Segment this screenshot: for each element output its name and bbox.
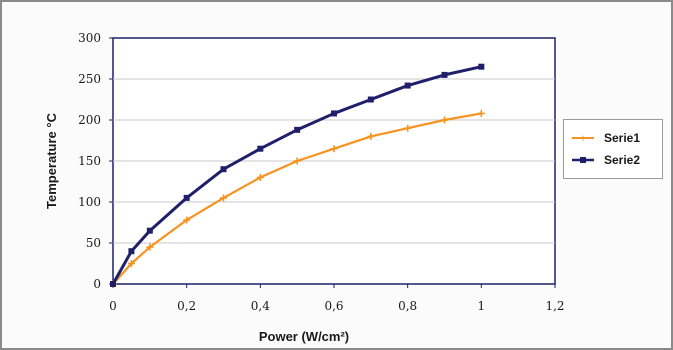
y-tick-label: 200 (78, 113, 101, 127)
legend-marker-serie1: + (580, 131, 587, 145)
data-point (404, 82, 411, 89)
y-axis-ticks: 0 50 100 150 200 250 300 (78, 31, 113, 291)
y-tick-label: 300 (78, 31, 101, 45)
y-tick-label: 0 (93, 277, 101, 291)
legend: + Serie1 Serie2 (563, 119, 663, 179)
data-point (331, 110, 337, 117)
x-tick-label: 0,8 (398, 299, 417, 313)
x-tick-label: 1 (478, 299, 486, 313)
data-point (256, 173, 264, 181)
legend-item-serie2: Serie2 (572, 153, 640, 167)
legend-svg: + Serie1 Serie2 (572, 131, 640, 167)
data-point (477, 109, 485, 117)
y-axis-title: Temperature °C (44, 112, 59, 209)
y-tick-label: 100 (78, 195, 101, 209)
legend-label-serie2: Serie2 (604, 153, 640, 167)
data-point (441, 71, 448, 78)
data-point (367, 96, 374, 103)
series-serie2 (110, 63, 485, 287)
series-layer (109, 63, 485, 288)
data-point (127, 260, 135, 267)
data-point (220, 194, 227, 202)
x-tick-label: 0,4 (251, 299, 270, 313)
y-tick-label: 150 (78, 154, 101, 168)
data-point (257, 145, 264, 152)
y-tick-label: 50 (86, 236, 101, 250)
data-point (478, 63, 485, 70)
x-axis-ticks: 0 0,2 0,4 0,6 0,8 1 1,2 (109, 284, 565, 313)
x-tick-label: 0,6 (324, 299, 343, 313)
x-tick-label: 0 (109, 299, 117, 313)
data-point (294, 126, 301, 133)
data-point (330, 145, 338, 153)
series-line (111, 65, 482, 285)
data-point (220, 166, 227, 173)
data-point (128, 248, 135, 255)
x-tick-label: 0,2 (177, 299, 196, 313)
data-point (183, 216, 191, 224)
x-tick-label: 1,2 (545, 299, 564, 313)
data-point (293, 157, 301, 165)
y-tick-label: 250 (78, 72, 101, 86)
gridlines (113, 78, 555, 244)
legend-label-serie1: Serie1 (604, 131, 640, 145)
data-point (146, 243, 154, 251)
x-axis-title: Power (W/cm²) (259, 329, 349, 344)
data-point (110, 281, 116, 287)
legend-marker-serie2 (580, 157, 586, 163)
series-line (112, 112, 482, 285)
data-point (441, 116, 448, 124)
legend-item-serie1: + Serie1 (572, 131, 640, 145)
data-point (404, 124, 412, 132)
series-serie1 (109, 109, 485, 288)
data-point (367, 132, 375, 140)
data-point (183, 194, 190, 201)
data-point (146, 227, 153, 234)
